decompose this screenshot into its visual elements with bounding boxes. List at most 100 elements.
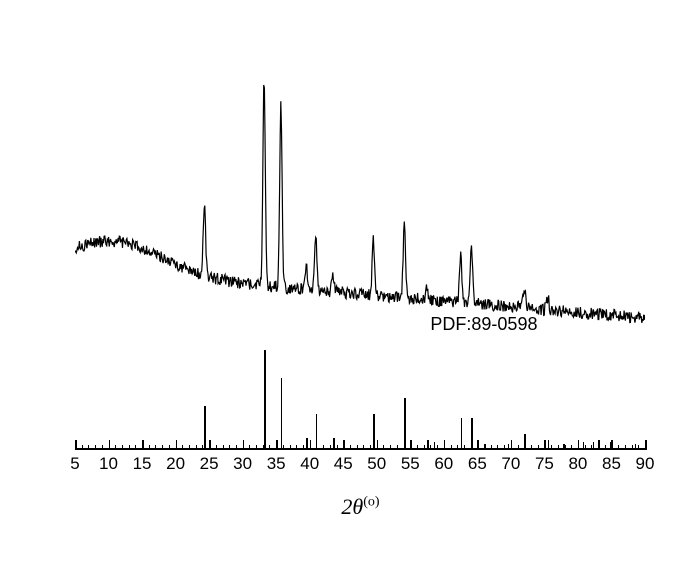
tick-label: 10 xyxy=(99,454,118,474)
tick-minor xyxy=(457,445,458,450)
tick-major xyxy=(477,440,479,450)
tick-minor xyxy=(350,445,351,450)
tick-major xyxy=(578,440,580,450)
tick-minor xyxy=(337,445,338,450)
tick-minor xyxy=(571,445,572,450)
tick-minor xyxy=(591,445,592,450)
tick-label: 70 xyxy=(501,454,520,474)
tick-label: 90 xyxy=(636,454,655,474)
tick-minor xyxy=(531,445,532,450)
tick-label: 40 xyxy=(300,454,319,474)
tick-minor xyxy=(223,445,224,450)
tick-minor xyxy=(424,445,425,450)
tick-minor xyxy=(357,445,358,450)
tick-minor xyxy=(269,445,270,450)
tick-major xyxy=(377,440,379,450)
axis-prefix: 2 xyxy=(341,494,352,519)
tick-label: 55 xyxy=(401,454,420,474)
tick-minor xyxy=(497,445,498,450)
tick-minor xyxy=(155,445,156,450)
tick-minor xyxy=(115,445,116,450)
tick-minor xyxy=(290,445,291,450)
tick-minor xyxy=(484,445,485,450)
tick-minor xyxy=(129,445,130,450)
tick-label: 20 xyxy=(166,454,185,474)
tick-minor xyxy=(638,445,639,450)
tick-minor xyxy=(618,445,619,450)
reference-peak xyxy=(373,414,375,450)
tick-minor xyxy=(236,445,237,450)
tick-label: 85 xyxy=(602,454,621,474)
tick-minor xyxy=(430,445,431,450)
reference-peak xyxy=(404,398,406,450)
tick-label: 25 xyxy=(200,454,219,474)
tick-label: 60 xyxy=(434,454,453,474)
tick-major xyxy=(444,440,446,450)
tick-minor xyxy=(464,445,465,450)
tick-minor xyxy=(383,445,384,450)
tick-minor xyxy=(95,445,96,450)
tick-major xyxy=(75,440,77,450)
spectrum-line xyxy=(75,85,645,323)
tick-minor xyxy=(551,445,552,450)
tick-minor xyxy=(363,445,364,450)
tick-minor xyxy=(169,445,170,450)
tick-minor xyxy=(518,445,519,450)
tick-major xyxy=(310,440,312,450)
tick-minor xyxy=(565,445,566,450)
tick-minor xyxy=(625,445,626,450)
tick-minor xyxy=(122,445,123,450)
x-axis-label: 2θ(o) xyxy=(341,494,379,520)
tick-minor xyxy=(216,445,217,450)
tick-minor xyxy=(524,445,525,450)
tick-major xyxy=(511,440,513,450)
spectrum-svg xyxy=(75,50,645,450)
axis-sup: (o) xyxy=(363,495,379,510)
tick-minor xyxy=(303,445,304,450)
tick-minor xyxy=(316,445,317,450)
tick-major xyxy=(544,440,546,450)
tick-label: 75 xyxy=(535,454,554,474)
tick-label: 50 xyxy=(367,454,386,474)
axis-theta: θ xyxy=(352,494,363,519)
tick-minor xyxy=(82,445,83,450)
tick-major xyxy=(243,440,245,450)
reference-peak xyxy=(461,418,463,450)
tick-major xyxy=(276,440,278,450)
tick-minor xyxy=(471,445,472,450)
tick-minor xyxy=(249,445,250,450)
tick-label: 80 xyxy=(568,454,587,474)
xrd-chart: 51015202530354045505560657075808590 PDF:… xyxy=(20,20,681,552)
x-axis xyxy=(75,448,645,450)
tick-major xyxy=(611,440,613,450)
tick-minor xyxy=(196,445,197,450)
tick-label: 35 xyxy=(267,454,286,474)
tick-minor xyxy=(370,445,371,450)
tick-label: 5 xyxy=(70,454,79,474)
tick-minor xyxy=(437,445,438,450)
tick-minor xyxy=(605,445,606,450)
tick-major xyxy=(142,440,144,450)
tick-major xyxy=(176,440,178,450)
tick-label: 45 xyxy=(334,454,353,474)
plot-area: 51015202530354045505560657075808590 PDF:… xyxy=(75,50,645,450)
tick-minor xyxy=(88,445,89,450)
tick-minor xyxy=(397,445,398,450)
tick-minor xyxy=(229,445,230,450)
tick-minor xyxy=(538,445,539,450)
tick-minor xyxy=(102,445,103,450)
tick-label: 30 xyxy=(233,454,252,474)
tick-minor xyxy=(491,445,492,450)
tick-minor xyxy=(417,445,418,450)
tick-minor xyxy=(558,445,559,450)
tick-minor xyxy=(283,445,284,450)
tick-minor xyxy=(585,445,586,450)
reference-peak xyxy=(281,378,283,450)
tick-minor xyxy=(504,445,505,450)
tick-major xyxy=(209,440,211,450)
tick-major xyxy=(645,440,647,450)
tick-minor xyxy=(189,445,190,450)
tick-minor xyxy=(162,445,163,450)
tick-minor xyxy=(202,445,203,450)
tick-minor xyxy=(182,445,183,450)
